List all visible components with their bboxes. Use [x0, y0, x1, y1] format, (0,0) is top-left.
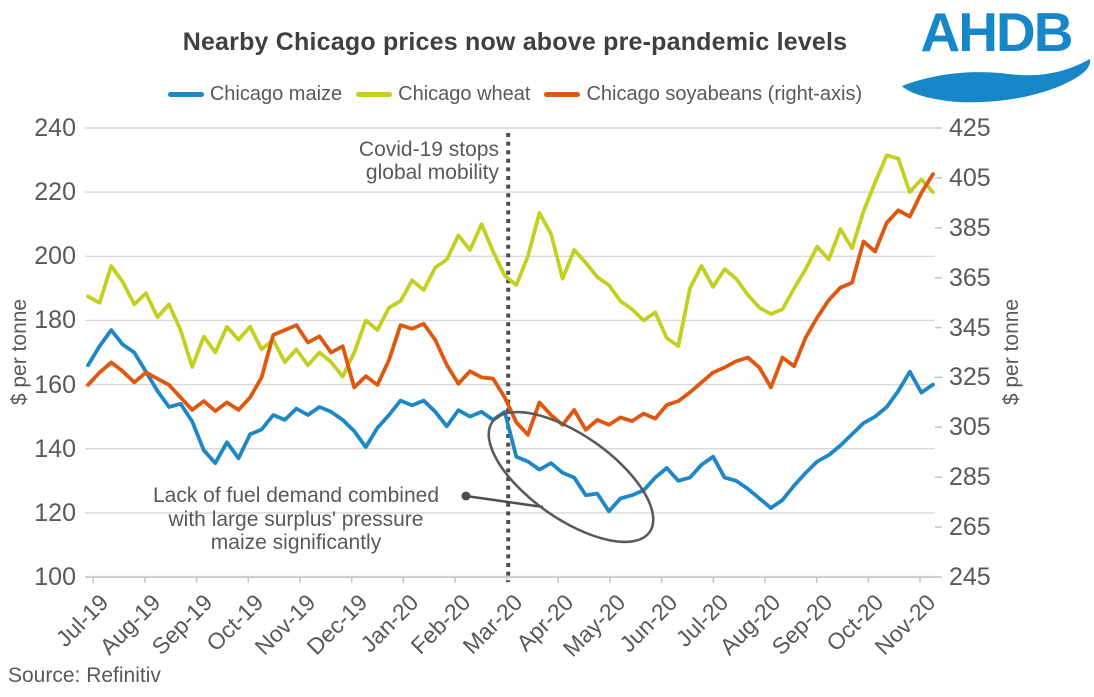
- fuel-annotation: Lack of fuel demand combined with large …: [138, 484, 454, 555]
- right-axis-tick-label: 285: [949, 463, 991, 492]
- left-axis-tick-label: 240: [34, 114, 76, 142]
- left-axis-tick-label: 160: [34, 370, 76, 399]
- left-axis-tick-label: 100: [34, 563, 76, 591]
- legend-item-wheat: Chicago wheat: [356, 83, 530, 106]
- right-axis-tick-label: 365: [949, 263, 991, 292]
- fuel-annotation-line1: Lack of fuel demand combined: [152, 484, 439, 507]
- legend-label-maize: Chicago maize: [209, 83, 343, 105]
- fuel-annotation-line2: with large surplus' pressure: [168, 507, 424, 531]
- ahdb-logo-text: AHDB: [920, 1, 1074, 63]
- right-axis-tick-label: 385: [949, 213, 991, 242]
- ahdb-logo: AHDB: [900, 1, 1092, 103]
- right-axis-tick-label: 265: [949, 513, 991, 542]
- page-title: Nearby Chicago prices now above pre-pand…: [182, 28, 848, 56]
- maize-line-swatch: [167, 92, 204, 97]
- left-axis-tick-label: 200: [34, 242, 76, 271]
- legend-item-maize: Chicago maize: [167, 83, 343, 106]
- covid-annotation-line2: global mobility: [365, 161, 499, 184]
- ahdb-swoosh-icon: [902, 59, 1091, 103]
- right-axis-tick-label: 305: [949, 413, 991, 442]
- legend: Chicago maize Chicago wheat Chicago soya…: [0, 83, 1030, 106]
- covid-annotation-line1: Covid-19 stops: [358, 138, 499, 161]
- wheat-line-swatch: [356, 92, 393, 97]
- legend-label-soyabeans: Chicago soyabeans (right-axis): [586, 83, 863, 105]
- fuel-annotation-line3: maize significantly: [210, 531, 382, 554]
- left-axis-tick-label: 120: [34, 498, 76, 527]
- covid-annotation: Covid-19 stops global mobility: [279, 138, 499, 184]
- legend-label-wheat: Chicago wheat: [398, 83, 531, 105]
- right-axis-tick-label: 245: [949, 563, 991, 591]
- left-axis-tick-label: 220: [34, 178, 76, 207]
- right-axis-tick-label: 345: [949, 313, 991, 342]
- right-axis-tick-label: 325: [949, 363, 991, 392]
- soyabeans-line-swatch: [544, 92, 581, 97]
- right-axis-tick-label: 405: [949, 163, 991, 192]
- left-axis-tick-label: 140: [34, 434, 76, 463]
- right-axis-tick-label: 425: [949, 114, 991, 142]
- left-axis-tick-label: 180: [34, 306, 76, 335]
- source-note: Source: Refinitiv: [8, 664, 161, 687]
- legend-item-soyabeans: Chicago soyabeans (right-axis): [544, 83, 862, 106]
